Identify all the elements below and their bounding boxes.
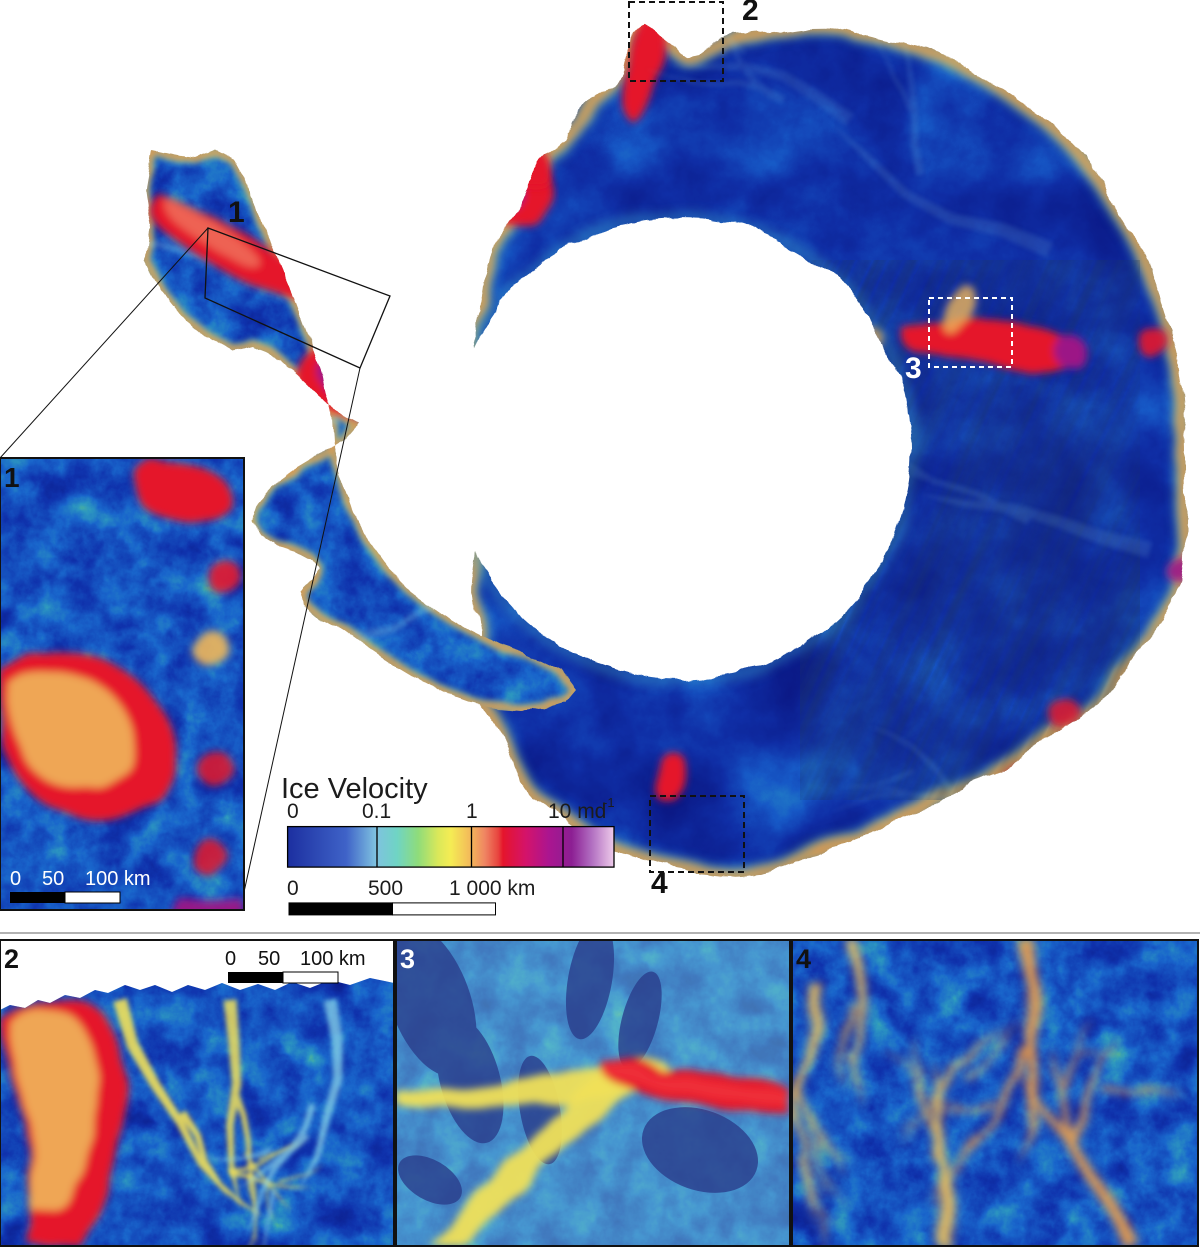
svg-text:3: 3: [400, 944, 415, 974]
svg-text:1: 1: [228, 196, 245, 229]
svg-text:0: 0: [10, 868, 21, 890]
svg-text:1: 1: [4, 462, 20, 493]
svg-text:50: 50: [258, 948, 280, 970]
svg-text:0: 0: [225, 948, 236, 970]
svg-text:2: 2: [742, 0, 759, 27]
svg-text:100 km: 100 km: [85, 868, 151, 890]
svg-text:4: 4: [796, 944, 811, 974]
svg-text:1: 1: [466, 800, 478, 823]
svg-text:10 md: 10 md: [548, 800, 606, 823]
svg-text:2: 2: [4, 944, 19, 974]
svg-text:-1: -1: [603, 795, 615, 810]
svg-text:0.1: 0.1: [362, 800, 391, 823]
svg-text:1 000 km: 1 000 km: [449, 877, 535, 900]
svg-text:Ice Velocity: Ice Velocity: [281, 773, 428, 805]
svg-text:0: 0: [287, 800, 299, 823]
svg-text:3: 3: [905, 352, 922, 385]
svg-text:50: 50: [42, 868, 64, 890]
svg-text:0: 0: [287, 877, 299, 900]
svg-text:100 km: 100 km: [300, 948, 366, 970]
svg-text:500: 500: [368, 877, 403, 900]
svg-text:4: 4: [651, 867, 668, 900]
